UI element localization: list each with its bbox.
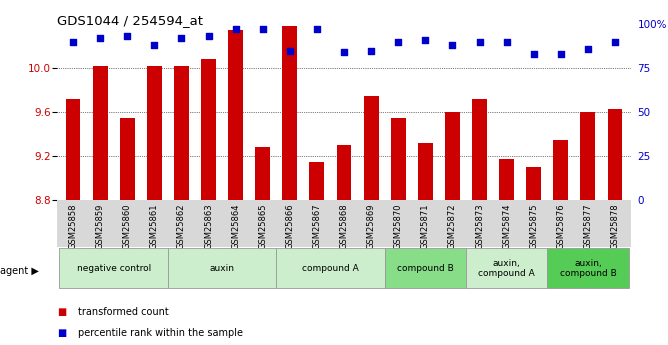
Text: GSM25877: GSM25877 (583, 204, 593, 249)
Point (122, 34, 132, 39)
Text: GSM25873: GSM25873 (475, 204, 484, 249)
Point (528, 51, 539, 57)
Point (474, 39, 485, 45)
Text: GSM25867: GSM25867 (313, 204, 321, 249)
Text: GDS1044 / 254594_at: GDS1044 / 254594_at (57, 14, 203, 27)
Bar (174, 66, 189, 200)
Text: GSM25864: GSM25864 (231, 204, 240, 249)
Text: ■: ■ (57, 307, 66, 317)
Bar (580, 112, 595, 200)
Text: GSM25862: GSM25862 (177, 204, 186, 249)
Text: percentile rank within the sample: percentile rank within the sample (78, 328, 243, 338)
Bar (445, 112, 460, 200)
FancyBboxPatch shape (466, 248, 547, 288)
Bar (228, 30, 243, 200)
Text: GSM25871: GSM25871 (421, 204, 430, 249)
Text: GSM25872: GSM25872 (448, 204, 457, 249)
Point (67, 39, 78, 45)
Bar (499, 159, 514, 200)
Point (203, 34, 214, 39)
Point (311, 27, 322, 32)
Point (420, 37, 431, 43)
Bar (553, 140, 568, 200)
Text: GSM25861: GSM25861 (150, 204, 159, 249)
Text: agent ▶: agent ▶ (0, 266, 39, 276)
Text: GSM25878: GSM25878 (611, 204, 619, 249)
Bar (147, 66, 162, 200)
FancyBboxPatch shape (277, 248, 385, 288)
Text: GSM25875: GSM25875 (529, 204, 538, 249)
Point (556, 51, 566, 57)
Text: compound B: compound B (397, 264, 454, 273)
Text: compound A: compound A (302, 264, 359, 273)
Point (366, 48, 377, 53)
Text: GSM25874: GSM25874 (502, 204, 511, 249)
Point (176, 36, 187, 41)
Bar (283, 26, 297, 200)
Point (285, 48, 295, 53)
Point (501, 39, 512, 45)
Text: negative control: negative control (77, 264, 151, 273)
Bar (418, 143, 433, 200)
Bar (363, 96, 379, 200)
Bar (608, 109, 623, 200)
Point (149, 42, 160, 48)
FancyBboxPatch shape (385, 248, 466, 288)
FancyBboxPatch shape (59, 248, 168, 288)
Text: GSM25860: GSM25860 (123, 204, 132, 249)
Text: ■: ■ (57, 328, 66, 338)
Text: GSM25870: GSM25870 (393, 204, 403, 249)
Text: auxin,
compound A: auxin, compound A (478, 258, 535, 278)
Text: GSM25868: GSM25868 (339, 204, 349, 249)
Text: transformed count: transformed count (78, 307, 169, 317)
Point (610, 39, 621, 45)
Bar (65, 99, 80, 200)
Bar (255, 147, 270, 200)
Text: GSM25863: GSM25863 (204, 204, 213, 249)
FancyBboxPatch shape (547, 248, 629, 288)
Point (257, 27, 268, 32)
Point (95, 36, 106, 41)
FancyBboxPatch shape (168, 248, 277, 288)
Text: GSM25859: GSM25859 (96, 204, 105, 249)
Text: GSM25869: GSM25869 (367, 204, 375, 249)
Bar (472, 99, 487, 200)
Bar (120, 118, 135, 200)
Point (339, 50, 349, 55)
Bar (391, 118, 405, 200)
Point (393, 39, 403, 45)
Text: GSM25876: GSM25876 (556, 204, 565, 249)
Bar (93, 66, 108, 200)
Text: GSM25866: GSM25866 (285, 204, 295, 249)
Bar (337, 145, 351, 200)
Bar (309, 161, 325, 200)
Text: GSM25865: GSM25865 (259, 204, 267, 249)
Point (230, 27, 241, 32)
Bar (526, 167, 541, 200)
Text: auxin: auxin (210, 264, 234, 273)
Point (582, 46, 593, 51)
Bar (201, 59, 216, 200)
Text: auxin,
compound B: auxin, compound B (560, 258, 617, 278)
Text: GSM25858: GSM25858 (69, 204, 77, 249)
Point (447, 42, 458, 48)
